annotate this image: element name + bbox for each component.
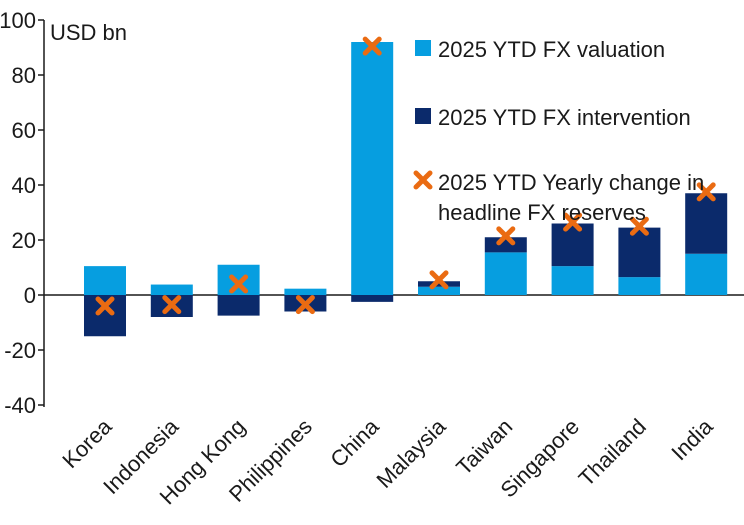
y-tick-label: 40 — [12, 173, 36, 198]
marker-fx-reserves-india — [696, 182, 716, 202]
category-label: Malaysia — [371, 413, 451, 493]
y-tick-label: 0 — [24, 283, 36, 308]
bar-fx-valuation-indonesia — [150, 284, 193, 295]
bars — [84, 42, 728, 337]
markers — [95, 36, 716, 316]
legend-label-fx-reserves-line1: 2025 YTD Yearly change in — [438, 170, 704, 195]
marker-fx-reserves-korea — [95, 296, 115, 316]
category-label: Korea — [57, 413, 117, 473]
bar-fx-valuation-india — [685, 253, 728, 295]
bar-fx-valuation-thailand — [618, 277, 661, 295]
bar-fx-valuation-singapore — [551, 266, 594, 295]
bar-fx-valuation-china — [351, 42, 394, 295]
legend-swatch-fx-valuation — [415, 40, 431, 56]
marker-fx-reserves-thailand — [629, 216, 649, 236]
bar-fx-intervention-singapore — [551, 223, 594, 267]
y-tick-label: 60 — [12, 118, 36, 143]
bar-fx-valuation-hong-kong — [217, 264, 260, 295]
marker-fx-reserves-hong-kong — [229, 274, 249, 294]
bar-fx-intervention-malaysia — [418, 281, 460, 287]
bar-fx-intervention-hong-kong — [217, 295, 260, 316]
y-tick-label: 20 — [12, 228, 36, 253]
bar-fx-valuation-philippines — [284, 288, 327, 295]
bar-fx-intervention-thailand — [618, 227, 661, 278]
legend: 2025 YTD FX valuation 2025 YTD FX interv… — [413, 37, 704, 225]
legend-marker-fx-reserves — [413, 170, 433, 190]
y-tick-label: -40 — [4, 393, 36, 418]
marker-fx-reserves-indonesia — [162, 295, 182, 315]
bar-fx-intervention-china — [351, 295, 394, 302]
category-label: China — [325, 413, 384, 472]
marker-fx-reserves-china — [362, 36, 382, 56]
y-unit-label: USD bn — [50, 20, 127, 45]
y-tick-label: 80 — [12, 63, 36, 88]
legend-label-fx-valuation: 2025 YTD FX valuation — [438, 37, 665, 62]
bar-fx-intervention-india — [685, 193, 728, 254]
bar-fx-valuation-malaysia — [418, 286, 460, 295]
category-label: Thailand — [574, 414, 651, 491]
category-label: India — [666, 413, 718, 465]
legend-swatch-fx-intervention — [415, 108, 431, 124]
legend-label-fx-intervention: 2025 YTD FX intervention — [438, 105, 691, 130]
marker-fx-reserves-taiwan — [496, 226, 516, 246]
bar-fx-intervention-korea — [84, 295, 126, 337]
marker-fx-reserves-singapore — [563, 212, 583, 232]
category-label: Taiwan — [451, 414, 517, 480]
marker-fx-reserves-philippines — [295, 295, 315, 315]
bar-fx-valuation-taiwan — [484, 252, 527, 295]
legend-label-fx-reserves-line2: headline FX reserves — [438, 200, 646, 225]
bar-fx-intervention-taiwan — [484, 237, 527, 253]
bar-fx-valuation-korea — [84, 266, 126, 295]
y-ticks: 100 80 60 40 20 0 -20 -40 — [0, 8, 44, 418]
marker-fx-reserves-malaysia — [429, 270, 449, 290]
y-tick-label: -20 — [4, 338, 36, 363]
y-tick-label: 100 — [0, 8, 36, 33]
